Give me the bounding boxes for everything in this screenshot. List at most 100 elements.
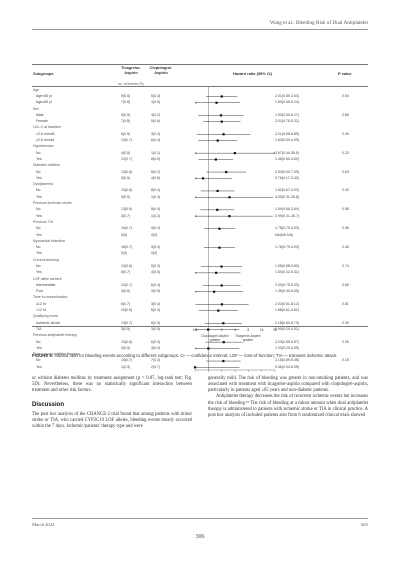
subgroup-level: No xyxy=(36,339,41,344)
subgroup-level: <2.6 mmol/L xyxy=(36,131,56,136)
x-axis-ticks: 0.5 1 2 4 8 16 32 xyxy=(193,328,277,334)
subgroup-name: Myocardial infarction xyxy=(33,238,66,243)
hazard-ratio-point xyxy=(207,347,210,350)
x-tick-label: 16 xyxy=(259,328,264,332)
hazard-ratio-point xyxy=(222,359,225,363)
subgroup-level: Age<65 yr xyxy=(36,93,53,98)
subgroup-level: Yes xyxy=(36,175,42,180)
ticagrelor-events: 12(0.7) xyxy=(121,282,133,287)
subgroup-heading: Time to randomization xyxy=(33,295,369,301)
ticagrelor-events: 10(0.6) xyxy=(121,264,133,268)
subgroup-name: Previous ischemic stroke xyxy=(33,201,72,206)
subgroup-level: No xyxy=(36,245,41,250)
clopidogrel-events: 4(0.5) xyxy=(151,270,161,275)
subgroup-name: LOF allele carriers xyxy=(33,276,62,281)
hazard-ratio-text: 1.50(0.42-5.31) xyxy=(275,270,299,275)
hazard-ratio-text: 1.78(0.79-4.03) xyxy=(275,226,299,231)
subgroup-level: Intermediate xyxy=(36,282,56,287)
ci-arrow xyxy=(194,215,197,218)
p-value: 0.26 xyxy=(342,339,349,344)
clopidogrel-events: 5(0.3) xyxy=(151,264,161,268)
ci-arrow xyxy=(194,152,197,155)
ci-arrow xyxy=(194,328,197,331)
favor-clopidogrel-label: Clopidogrel-Aspirin greater xyxy=(201,334,229,342)
p-value: 0.63 xyxy=(342,169,349,174)
hazard-ratio-text: 1.35(0.30-6.05) xyxy=(275,289,299,294)
subgroup-row: No 13(0.6) 5(0.2) 2.53(0.90-7.09) 0.63 xyxy=(33,169,369,175)
hazard-ratio-text: 2.01(0.89-4.53) xyxy=(275,93,299,98)
x-tick-label: 8 xyxy=(247,328,250,332)
subgroup-row: Poor 4(0.6) 3(0.5) 1.35(0.30-6.05) xyxy=(33,289,369,295)
p-value: 0.18 xyxy=(342,358,349,363)
subgroup-row: Yes 0(0) 0(0) xyxy=(33,251,369,257)
header-clopidogrel: Clopidogrel-Aspirin xyxy=(149,65,173,75)
p-value: 0.45 xyxy=(342,131,349,136)
subgroup-row: Yes 3(0.9) 3(0.9) 1.00(0.20-4.95) xyxy=(33,345,369,351)
clopidogrel-events: 4(0.2) xyxy=(151,112,161,117)
clopidogrel-events: 6(0.4) xyxy=(151,138,161,143)
hazard-ratio-point xyxy=(222,133,225,136)
subgroup-heading: LDL-C at baseline xyxy=(33,125,369,131)
ticagrelor-events: 6(0.7) xyxy=(121,301,131,306)
clopidogrel-events: 6(0.4) xyxy=(151,308,161,313)
clopidogrel-events: 3(0.9) xyxy=(151,345,161,350)
ticagrelor-events: 16(0.7) xyxy=(121,245,133,250)
subgroup-heading: Previous antiplatelet therapy xyxy=(33,333,369,339)
hazard-ratio-point xyxy=(220,265,223,268)
hazard-ratio-point xyxy=(217,309,220,312)
subgroup-level: No xyxy=(36,264,41,268)
subgroup-heading: Hypertension xyxy=(33,144,369,150)
body-right-column: generally mild. The risk of bleeding was… xyxy=(208,376,368,419)
subgroup-row: No 13(0.6) 8(0.4) 1.59(0.66-3.84) 0.58 xyxy=(33,207,369,213)
hazard-ratio-point xyxy=(220,303,224,306)
clopidogrel-events: 7(0.3) xyxy=(151,358,161,363)
header-rule xyxy=(32,29,368,30)
subgroup-level: No xyxy=(36,150,41,155)
subgroup-row: No 13(0.6) 8(0.4) 1.62(0.67-3.92) 0.43 xyxy=(33,188,369,194)
hazard-ratio-text: 0.46(0.04-5.05) xyxy=(275,364,299,369)
ticagrelor-events: 12(0.7) xyxy=(121,156,133,161)
subgroup-heading: Previous TIA xyxy=(33,219,369,225)
hazard-ratio-point xyxy=(220,284,223,287)
subgroup-row: No 10(0.6) 5(0.3) 1.98(0.68-5.80) 0.74 xyxy=(33,263,369,269)
caption-label: FIGURE 6: xyxy=(32,353,54,358)
subgroup-name: Proton pump inhibitor therapy xyxy=(33,352,79,357)
hazard-ratio-text: 1.00(0.20-4.95) xyxy=(275,345,299,350)
hazard-ratio-text: 1.98(0.68-5.80) xyxy=(275,264,299,268)
hazard-ratio-text: 3.97(0.44-35.5) xyxy=(275,150,299,155)
subgroup-level: No xyxy=(36,207,41,212)
clopidogrel-events: 4(0.5) xyxy=(151,100,161,105)
footer-journal-page: 665 xyxy=(361,522,368,527)
running-head: Wang et al.: Bleeding Risk of Dual Antip… xyxy=(269,20,368,26)
p-value: 0.74 xyxy=(342,264,349,268)
ticagrelor-events: 4(0.5) xyxy=(121,150,131,155)
clopidogrel-events: 5(0.3) xyxy=(151,93,161,98)
hazard-ratio-point xyxy=(222,322,225,325)
p-value: 0.85 xyxy=(342,112,349,117)
hazard-ratio-point xyxy=(228,196,231,199)
subgroup-row: Yes 3(0.9) 1(0.3) 3.00(0.31-28.8) xyxy=(33,194,369,200)
hazard-ratio-text: 0.99(0.20-4.91) xyxy=(275,326,299,331)
body-paragraph: or without diabetes mellitus by treatmen… xyxy=(32,376,192,394)
subgroup-level: Poor xyxy=(36,289,44,294)
forest-plot xyxy=(193,87,276,372)
hazard-ratio-point xyxy=(218,246,221,249)
hazard-ratio-text: 1.93(0.59-6.27) xyxy=(275,112,299,117)
clopidogrel-events: 4(0.6) xyxy=(151,175,161,180)
subgroup-level: Yes xyxy=(36,251,42,256)
hazard-ratio-point xyxy=(216,189,219,193)
subgroup-level: No xyxy=(36,188,41,193)
subgroup-name: Current smoking xyxy=(33,257,59,262)
subgroup-level: Female xyxy=(36,119,48,124)
subgroup-heading: Proton pump inhibitor therapy xyxy=(33,351,369,357)
ticagrelor-events: 13(0.6) xyxy=(121,169,133,174)
p-value: 0.43 xyxy=(342,188,349,193)
subgroup-row: Yes 12(0.7) 8(0.5) 1.48(0.60-3.62) xyxy=(33,156,369,162)
ticagrelor-events: 3(0.7) xyxy=(121,213,131,218)
subgroup-level: Yes xyxy=(36,232,42,237)
events-subhead: no. of events (%) xyxy=(118,82,144,86)
hazard-ratio-text: 0.76(0.17-3.40) xyxy=(275,175,299,180)
subgroup-row: Yes 3(0.7) 1(0.2) 2.99(0.31-28.7) xyxy=(33,213,369,219)
forest-table-rows: Age Age<65 yr 9(0.5) 5(0.3) 2.01(0.89-4.53) 0… xyxy=(33,87,369,370)
